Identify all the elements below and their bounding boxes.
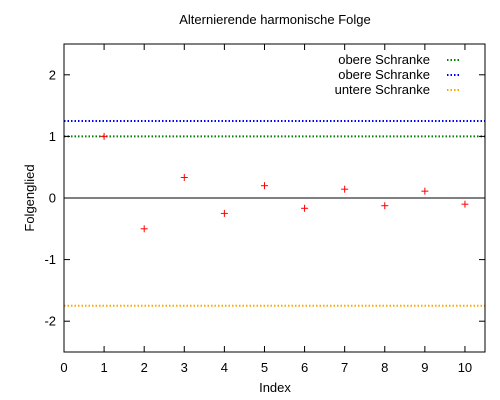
chart-title: Alternierende harmonische Folge — [179, 12, 371, 27]
data-point-10 — [461, 200, 469, 208]
y-tick-label--1: -1 — [44, 252, 56, 267]
data-point-5 — [260, 182, 268, 190]
x-tick-label-7: 7 — [341, 360, 348, 375]
y-tick-label-2: 2 — [49, 67, 56, 82]
data-point-7 — [341, 185, 349, 193]
x-tick-label-1: 1 — [100, 360, 107, 375]
legend-label-3: untere Schranke — [335, 82, 430, 97]
legend-label-2: obere Schranke — [338, 67, 430, 82]
x-tick-label-8: 8 — [381, 360, 388, 375]
data-point-9 — [421, 187, 429, 195]
data-point-2 — [140, 225, 148, 233]
x-tick-label-4: 4 — [221, 360, 228, 375]
x-tick-label-0: 0 — [60, 360, 67, 375]
y-axis-label: Folgenglied — [22, 164, 37, 231]
plot-area: 0 1 2 3 4 5 6 7 8 9 10 -2 -1 0 1 2 — [44, 43, 486, 375]
y-tick-label-1: 1 — [49, 129, 56, 144]
y-tick-label-0: 0 — [49, 191, 56, 206]
x-tick-label-5: 5 — [261, 360, 268, 375]
x-tick-label-10: 10 — [458, 360, 472, 375]
x-axis-label: Index — [259, 380, 291, 395]
data-point-4 — [220, 209, 228, 217]
x-tick-label-3: 3 — [181, 360, 188, 375]
legend-label-1: obere Schranke — [338, 52, 430, 67]
y-tick-label--2: -2 — [44, 314, 56, 329]
x-tick-label-9: 9 — [421, 360, 428, 375]
x-tick-label-2: 2 — [141, 360, 148, 375]
data-point-3 — [180, 173, 188, 181]
data-point-8 — [381, 202, 389, 210]
x-tick-label-6: 6 — [301, 360, 308, 375]
data-point-1 — [100, 132, 108, 140]
data-point-6 — [301, 204, 309, 212]
